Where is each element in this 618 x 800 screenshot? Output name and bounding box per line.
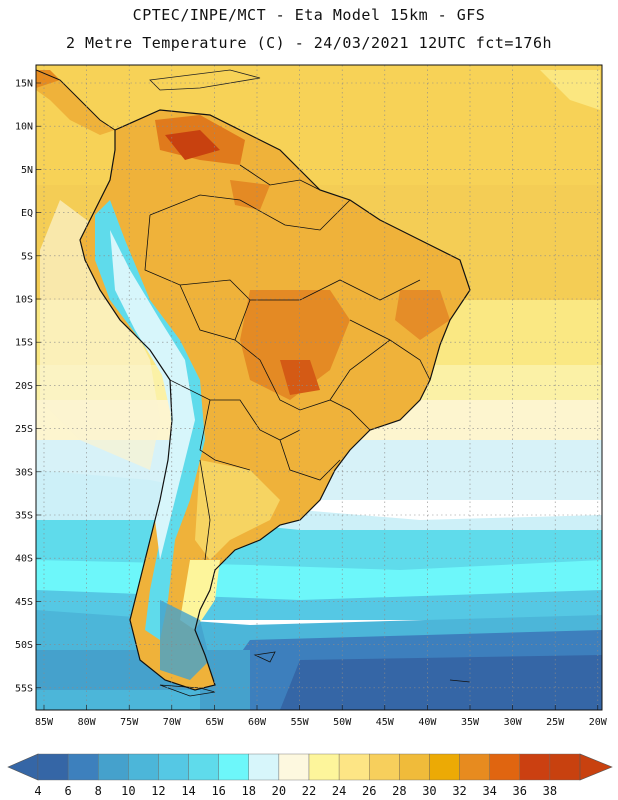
lat-label-eq: EQ — [21, 208, 33, 219]
colorbar-label: 18 — [242, 784, 256, 798]
colorbar-swatch — [37, 753, 69, 781]
colorbar-label: 32 — [452, 784, 466, 798]
colorbar-swatch — [308, 753, 340, 781]
lat-label-30s: 30S — [15, 467, 33, 478]
lon-label-25w: 25W — [546, 717, 565, 728]
colorbar-swatch — [549, 753, 581, 781]
colorbar-label: 24 — [332, 784, 346, 798]
colorbar-swatch — [218, 753, 249, 781]
colorbar-swatch — [248, 753, 280, 781]
colorbar-swatch — [98, 753, 129, 781]
lat-label-10n: 10N — [15, 122, 33, 133]
colorbar-label: 26 — [362, 784, 376, 798]
lon-label-35w: 35W — [461, 717, 480, 728]
lat-label-10s: 10S — [15, 295, 33, 306]
lon-label-85w: 85W — [35, 717, 54, 728]
lat-label-35s: 35S — [15, 511, 33, 522]
south-america-landmass — [80, 110, 470, 690]
lon-label-75w: 75W — [120, 717, 139, 728]
colorbar-label: 28 — [392, 784, 406, 798]
lon-label-20w: 20W — [589, 717, 608, 728]
lat-label-55s: 55S — [15, 683, 33, 694]
colorbar-label: 6 — [64, 784, 71, 798]
latitude-labels: 15N 10N 5N EQ 5S 10S 15S 20S 25S 30S 35S 40S 45S 50S 5… — [15, 79, 33, 695]
lat-label-45s: 45S — [15, 597, 33, 608]
colorbar-swatch — [158, 753, 189, 781]
lat-label-25s: 25S — [15, 424, 33, 435]
colorbar-swatch — [399, 753, 430, 781]
map-frame — [35, 64, 603, 711]
colorbar-swatch — [489, 753, 520, 781]
lat-label-5n: 5N — [21, 165, 33, 176]
lat-label-40s: 40S — [15, 554, 33, 565]
colorbar-swatch — [128, 753, 159, 781]
lon-label-60w: 60W — [248, 717, 267, 728]
colorbar-swatch — [519, 753, 551, 781]
lat-label-50s: 50S — [15, 640, 33, 651]
colorbar-label: 12 — [151, 784, 165, 798]
lon-label-50w: 50W — [333, 717, 352, 728]
colorbar-label: 30 — [422, 784, 436, 798]
lat-label-5s: 5S — [21, 251, 33, 262]
colorbar-label: 10 — [121, 784, 135, 798]
map-title-line2: 2 Metre Temperature (C) - 24/03/2021 12U… — [65, 34, 553, 52]
colorbar-label: 4 — [34, 784, 41, 798]
lon-label-80w: 80W — [78, 717, 97, 728]
lon-label-45w: 45W — [376, 717, 395, 728]
colorbar-label: 38 — [543, 784, 557, 798]
lat-label-15s: 15S — [15, 338, 33, 349]
colorbar-label: 14 — [181, 784, 195, 798]
lat-label-20s: 20S — [15, 381, 33, 392]
colorbar-label: 8 — [95, 784, 102, 798]
colorbar-swatch — [67, 753, 99, 781]
map-title-line1: CPTEC/INPE/MCT - Eta Model 15km - GFS — [132, 6, 486, 24]
lon-label-55w: 55W — [291, 717, 310, 728]
lat-lon-grid — [36, 65, 602, 710]
colorbar-label: 36 — [513, 784, 527, 798]
map-field — [36, 65, 602, 710]
colorbar-high-arrow — [579, 753, 613, 781]
colorbar-label: 22 — [302, 784, 316, 798]
colorbar-swatch — [278, 753, 310, 781]
colorbar-label: 16 — [211, 784, 225, 798]
lon-label-70w: 70W — [163, 717, 182, 728]
lat-label-15n: 15N — [15, 79, 33, 90]
colorbar-swatch — [188, 753, 219, 781]
colorbar-swatch — [429, 753, 460, 781]
lon-label-40w: 40W — [418, 717, 437, 728]
lon-label-30w: 30W — [504, 717, 523, 728]
colorbar-label: 20 — [272, 784, 286, 798]
colorbar-swatch — [369, 753, 400, 781]
colorbar-low-arrow — [7, 753, 39, 781]
colorbar-swatch — [459, 753, 490, 781]
lon-label-65w: 65W — [205, 717, 224, 728]
colorbar-swatch — [338, 753, 370, 781]
longitude-labels: 85W 80W 75W 70W 65W 60W 55W 50W 45W 40W 35W 30W 25W 2… — [35, 717, 608, 728]
colorbar-label: 34 — [482, 784, 496, 798]
